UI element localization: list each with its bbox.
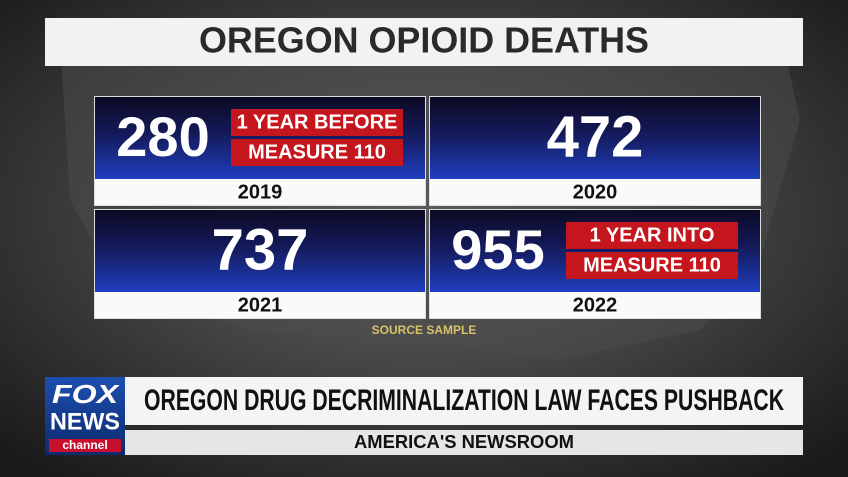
card-panel xyxy=(430,97,760,179)
year: 2020 xyxy=(573,181,618,203)
year-strip xyxy=(430,179,760,205)
death-count: 280 xyxy=(116,105,209,168)
death-count: 472 xyxy=(547,104,644,169)
year: 2022 xyxy=(573,294,618,316)
note-line: 1 YEAR BEFORE xyxy=(237,111,398,133)
note-box xyxy=(231,109,403,136)
death-count: 955 xyxy=(451,218,544,281)
show-name: AMERICA'S NEWSROOM xyxy=(354,432,574,452)
show-bar xyxy=(125,430,803,455)
year: 2019 xyxy=(238,181,283,203)
note-box xyxy=(566,252,738,279)
logo-news: NEWS xyxy=(50,408,120,435)
note-line: MEASURE 110 xyxy=(583,254,721,276)
logo-channel-strip xyxy=(49,439,121,452)
note-box xyxy=(566,222,738,249)
year: 2021 xyxy=(238,294,283,316)
year-strip xyxy=(95,179,425,205)
cards: 2019 280 1 YEAR BEFORE MEASURE 110 2020 472 20… xyxy=(94,96,761,319)
year-strip xyxy=(95,292,425,318)
headline-bar xyxy=(125,377,803,425)
logo-fox: FOX xyxy=(52,379,120,409)
note-line: MEASURE 110 xyxy=(248,141,386,163)
year-strip xyxy=(430,292,760,318)
headline: OREGON DRUG DECRIMINALIZATION LAW FACES … xyxy=(144,384,784,417)
note-box xyxy=(231,139,403,166)
logo-channel: channel xyxy=(62,438,107,452)
source: SOURCE SAMPLE xyxy=(372,323,477,337)
note-line: 1 YEAR INTO xyxy=(590,224,715,246)
death-count: 737 xyxy=(212,217,309,282)
card-panel xyxy=(95,210,425,292)
title-bar xyxy=(45,18,803,66)
title: OREGON OPIOID DEATHS xyxy=(199,20,649,61)
